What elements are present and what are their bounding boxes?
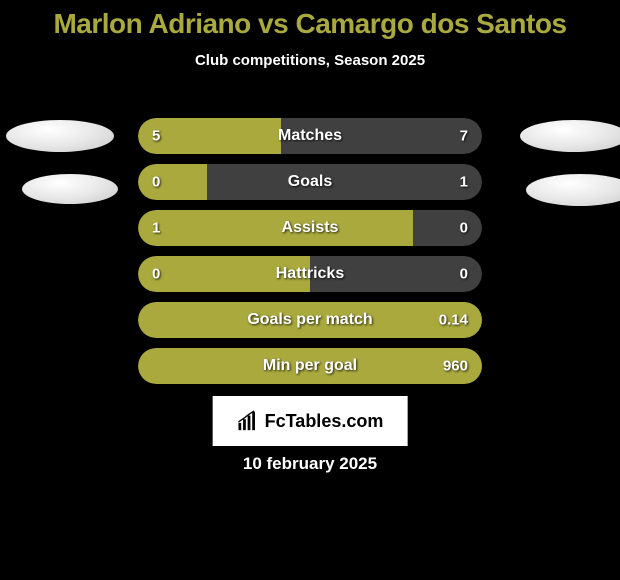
stat-value-right: 0 xyxy=(460,220,468,237)
stat-value-left: 5 xyxy=(152,128,160,145)
stat-row: Min per goal960 xyxy=(138,348,482,384)
stat-label: Matches xyxy=(138,127,482,145)
stat-value-left: 1 xyxy=(152,220,160,237)
stat-row: Goals0 1 xyxy=(138,164,482,200)
stat-value-right: 1 xyxy=(460,174,468,191)
subtitle: Club competitions, Season 2025 xyxy=(0,52,620,69)
player-left-ellipse-1 xyxy=(6,120,114,152)
date-text: 10 february 2025 xyxy=(0,454,620,474)
stat-row: Hattricks0 0 xyxy=(138,256,482,292)
stat-value-right: 960 xyxy=(443,358,468,375)
stat-value-left: 0 xyxy=(152,174,160,191)
stat-value-right: 7 xyxy=(460,128,468,145)
player-right-ellipse-1 xyxy=(520,120,620,152)
stat-value-right: 0.14 xyxy=(439,312,468,329)
stat-label: Goals per match xyxy=(138,311,482,329)
stat-label: Hattricks xyxy=(138,265,482,283)
stat-row: Goals per match0.14 xyxy=(138,302,482,338)
branding-text: FcTables.com xyxy=(265,411,384,432)
chart-icon xyxy=(237,410,259,432)
stat-label: Goals xyxy=(138,173,482,191)
stat-row: Assists1 0 xyxy=(138,210,482,246)
stat-value-right: 0 xyxy=(460,266,468,283)
stat-value-left: 0 xyxy=(152,266,160,283)
stats-area: Matches57Goals01Assists10Hattricks00Goal… xyxy=(138,118,482,394)
page-title: Marlon Adriano vs Camargo dos Santos xyxy=(0,0,620,40)
player-left-ellipse-2 xyxy=(22,174,118,204)
stat-label: Assists xyxy=(138,219,482,237)
player-right-ellipse-2 xyxy=(526,174,620,206)
branding-badge: FcTables.com xyxy=(213,396,408,446)
stat-label: Min per goal xyxy=(138,357,482,375)
stat-row: Matches5 7 xyxy=(138,118,482,154)
